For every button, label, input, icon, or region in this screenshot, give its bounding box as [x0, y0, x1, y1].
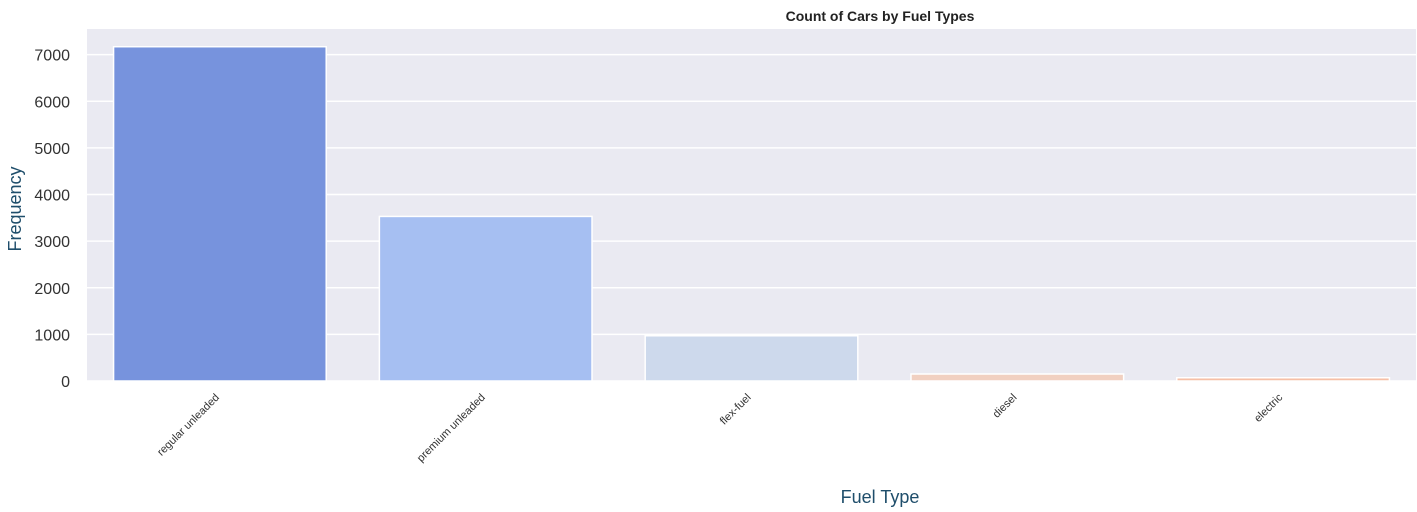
bars — [112, 45, 1391, 382]
x-axis-label: Fuel Type — [841, 487, 920, 507]
bar-electric — [1176, 376, 1391, 382]
y-tick-label: 7000 — [34, 48, 70, 65]
y-axis-label: Frequency — [5, 166, 25, 251]
y-tick-label: 4000 — [34, 188, 70, 205]
chart-title: Count of Cars by Fuel Types — [786, 8, 975, 24]
x-tick-label: diesel — [991, 392, 1020, 421]
y-tick-label: 0 — [61, 374, 70, 391]
y-tick-label: 2000 — [34, 281, 70, 298]
bar-regular-unleaded — [112, 45, 327, 382]
x-tick-label: premium unleaded — [415, 392, 488, 465]
x-tick-label: regular unleaded — [155, 392, 222, 459]
y-tick-label: 5000 — [34, 141, 70, 158]
bar-diesel — [910, 373, 1125, 382]
x-tick-label: flex-fuel — [718, 392, 754, 428]
y-tick-label: 3000 — [34, 234, 70, 251]
y-tick-label: 1000 — [34, 327, 70, 344]
x-tick-labels: regular unleaded premium unleaded flex-fue… — [155, 391, 1285, 464]
bar-flex-fuel — [644, 335, 859, 382]
bar-premium-unleaded — [378, 215, 593, 382]
y-tick-label: 6000 — [34, 94, 70, 111]
y-tick-labels: 0 1000 2000 3000 4000 5000 6000 7000 — [34, 48, 70, 391]
x-tick-label: electric — [1252, 391, 1285, 424]
